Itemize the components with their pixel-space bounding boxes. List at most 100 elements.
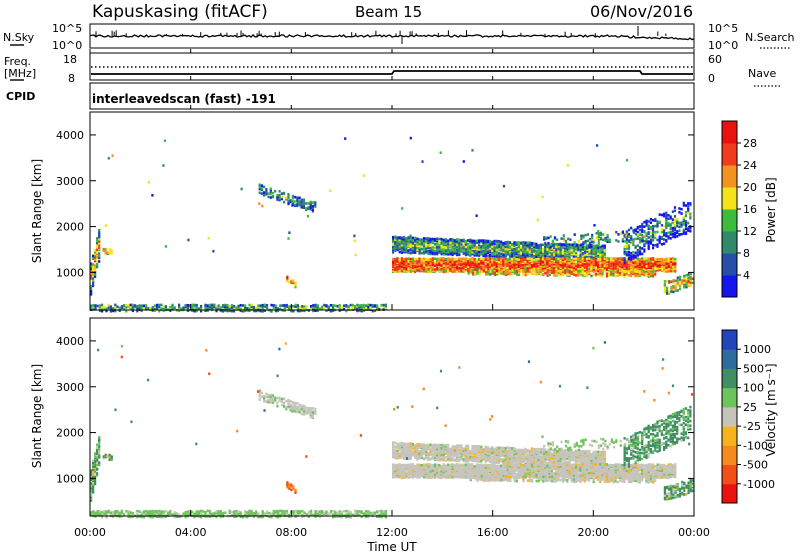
echo-cell-327 [312,304,315,307]
echo-cell-392 [356,305,359,308]
echo-cell-867 [422,452,426,456]
n-sky-tick-low: 10^0 [52,39,82,52]
echo-cell-3611 [673,228,677,232]
echo-cell-801 [407,445,410,448]
echo-cell-1338 [522,242,525,246]
echo-cell-2063 [455,268,459,271]
echo-cell-358 [321,514,324,517]
echo-cell-1891 [420,268,423,272]
echo-cell-885 [425,445,428,448]
echo-cell-3291 [579,273,582,276]
echo-cell-3397 [623,240,626,243]
echo-cell-1482 [550,249,553,253]
echo-cell-188 [208,515,211,518]
echo-cell-1750 [392,264,395,268]
echo-cell-3754 [687,283,690,286]
echo-cell-1511 [557,255,560,259]
echo-cell-455 [90,266,93,270]
echo-cell-2064 [455,266,459,269]
echo-cell-1195 [493,242,496,246]
echo-cell-1543 [561,243,564,246]
echo-cell-386 [354,307,357,311]
echo-cell-3896 [162,164,165,167]
echo-cell-3053 [656,267,659,270]
echo-cell-760 [407,251,410,255]
echo-cell-810 [409,449,412,452]
echo-cell-2548 [552,257,556,260]
echo-cell-3836 [599,233,603,236]
echo-cell-370 [343,308,346,311]
echo-cell-650 [302,200,305,204]
echo-cell-633 [311,208,314,211]
echo-cell-1759 [394,268,397,271]
echo-cell-2864 [619,268,622,272]
echo-cell-3091 [663,258,666,262]
echo-cell-2196 [482,262,485,265]
echo-cell-3614 [673,223,677,227]
echo-cell-81 [147,306,150,310]
echo-cell-1672 [590,254,593,258]
echo-cell-398 [347,512,350,516]
echo-cell-174 [211,305,214,308]
echo-cell-3522 [652,233,655,237]
echo-cell-843 [416,442,419,446]
echo-cell-3900 [597,230,600,233]
echo-cell-3603 [671,226,674,230]
echo-cell-120 [178,305,181,309]
echo-cell-410 [356,510,359,513]
echo-cell-2101 [462,262,465,265]
echo-cell-2510 [546,260,549,264]
echo-cell-9 [94,511,97,515]
echo-cell-295 [277,512,280,515]
echo-cell-3310 [597,269,600,273]
echo-cell-1611 [577,256,580,259]
power-scatter-layer [90,136,694,313]
echo-cell-2606 [566,268,569,271]
echo-cell-745 [403,240,406,244]
echo-cell-2740 [592,260,595,264]
echo-cell-2959 [636,258,639,262]
echo-cell-123 [180,307,183,310]
echo-cell-109 [156,515,159,518]
echo-cell-999 [447,446,450,450]
echo-cell-2948 [634,258,637,262]
echo-cell-18 [101,306,104,309]
echo-cell-2182 [480,268,483,272]
echo-cell-928 [433,445,437,448]
echo-cell-838 [416,450,419,454]
echo-cell-686 [309,409,312,412]
echo-cell-151 [195,307,198,310]
echo-cell-645 [300,204,303,207]
echo-cell-546 [102,455,105,458]
echo-cell-512 [94,455,97,458]
echo-cell-3779 [549,245,552,249]
echo-cell-1666 [588,250,591,253]
echo-cell-3559 [663,242,666,245]
echo-cell-704 [290,483,293,487]
echo-cell-143 [191,305,194,308]
echo-cell-2627 [570,265,573,269]
echo-cell-676 [294,281,297,285]
echo-cell-672 [295,408,299,411]
noise-sky-trace [89,33,695,41]
echo-cell-1229 [500,240,503,244]
echo-cell-142 [173,511,176,514]
echo-cell-41 [118,306,121,310]
echo-cell-2826 [610,258,613,262]
echo-cell-1461 [546,248,549,251]
echo-cell-941 [436,443,439,447]
echo-cell-2386 [522,265,525,269]
echo-cell-3799 [571,243,574,247]
echo-cell-3292 [579,269,582,273]
echo-cell-2822 [610,264,613,268]
echo-cell-942 [444,247,448,251]
echo-cell-2135 [469,259,472,262]
echo-cell-3895 [671,221,674,225]
echo-cell-3044 [654,264,657,268]
echo-cell-3519 [652,243,655,247]
echo-cell-3286 [575,270,578,274]
echo-cell-329 [301,515,304,519]
echo-cell-3539 [656,230,659,234]
echo-cell-3908 [240,187,243,191]
